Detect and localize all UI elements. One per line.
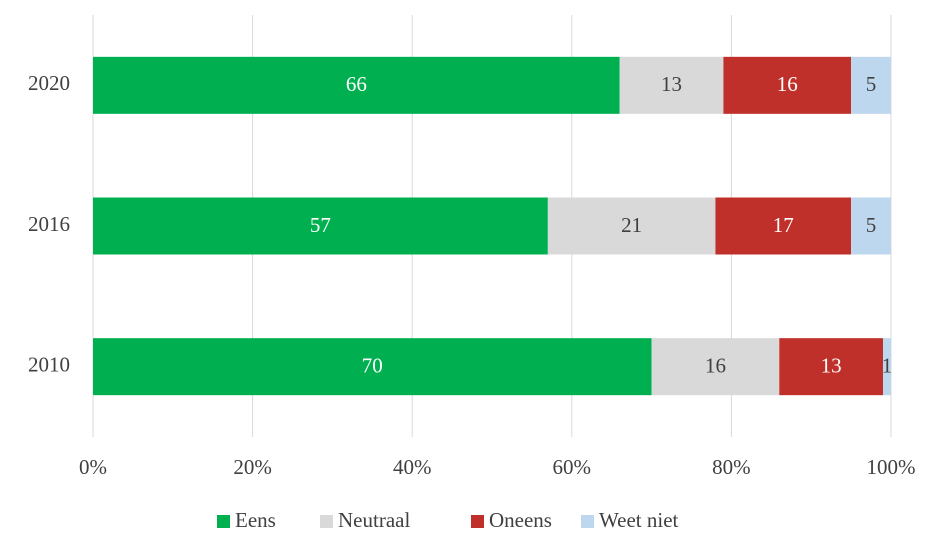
legend-label: Oneens — [489, 508, 552, 532]
legend-label: Neutraal — [338, 508, 410, 532]
bar-segment — [651, 338, 780, 396]
x-tick-label: 100% — [867, 455, 916, 479]
data-label: 13 — [661, 72, 682, 96]
data-label: 66 — [346, 72, 367, 96]
bar-segment — [723, 56, 852, 114]
bar-segment — [851, 56, 891, 114]
data-label: 17 — [773, 213, 794, 237]
bar-segment — [547, 197, 716, 255]
bar-segment — [93, 56, 620, 114]
bar-segment — [851, 197, 891, 255]
data-label: 70 — [362, 353, 383, 377]
bar-segment — [883, 338, 891, 396]
legend-label: Weet niet — [599, 508, 679, 532]
legend-swatch — [471, 515, 484, 528]
x-tick-label: 60% — [553, 455, 592, 479]
x-tick-label: 40% — [393, 455, 432, 479]
data-label: 1 — [882, 353, 893, 377]
legend-swatch — [217, 515, 230, 528]
data-label: 13 — [821, 353, 842, 377]
y-tick-label: 2020 — [28, 71, 70, 95]
data-label: 16 — [705, 353, 726, 377]
x-tick-label: 20% — [233, 455, 272, 479]
bar-segment — [93, 197, 548, 255]
data-label: 5 — [866, 213, 877, 237]
data-label: 16 — [777, 72, 798, 96]
data-label: 21 — [621, 213, 642, 237]
bar-segment — [779, 338, 884, 396]
bar-segment — [715, 197, 852, 255]
x-tick-label: 0% — [79, 455, 107, 479]
y-tick-label: 2016 — [28, 212, 70, 236]
legend-label: Eens — [235, 508, 276, 532]
data-label: 5 — [866, 72, 877, 96]
legend-swatch — [320, 515, 333, 528]
data-label: 57 — [310, 213, 331, 237]
bar-segment — [93, 338, 652, 396]
x-tick-label: 80% — [712, 455, 751, 479]
y-tick-label: 2010 — [28, 352, 70, 376]
legend-swatch — [581, 515, 594, 528]
bar-segment — [619, 56, 724, 114]
